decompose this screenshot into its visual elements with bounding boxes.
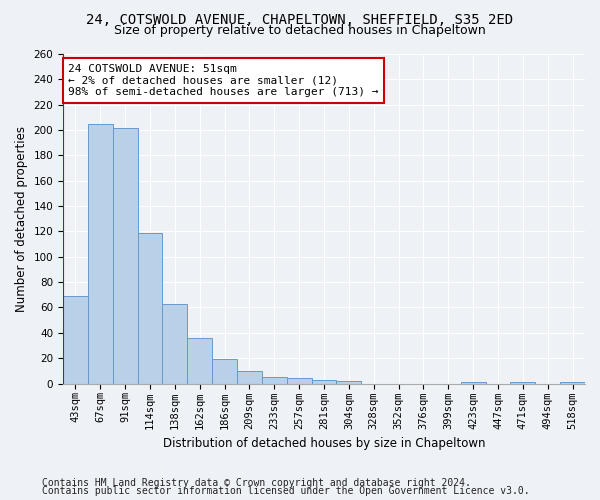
Y-axis label: Number of detached properties: Number of detached properties <box>15 126 28 312</box>
Bar <box>212 360 237 384</box>
Bar <box>337 381 361 384</box>
Text: 24 COTSWOLD AVENUE: 51sqm
← 2% of detached houses are smaller (12)
98% of semi-d: 24 COTSWOLD AVENUE: 51sqm ← 2% of detach… <box>68 64 379 97</box>
Bar <box>163 304 187 384</box>
Bar <box>287 378 311 384</box>
Text: Contains public sector information licensed under the Open Government Licence v3: Contains public sector information licen… <box>42 486 530 496</box>
X-axis label: Distribution of detached houses by size in Chapeltown: Distribution of detached houses by size … <box>163 437 485 450</box>
Bar <box>113 128 137 384</box>
Bar <box>560 382 585 384</box>
Bar <box>88 124 113 384</box>
Bar <box>63 296 88 384</box>
Bar <box>187 338 212 384</box>
Text: 24, COTSWOLD AVENUE, CHAPELTOWN, SHEFFIELD, S35 2ED: 24, COTSWOLD AVENUE, CHAPELTOWN, SHEFFIE… <box>86 12 514 26</box>
Bar <box>262 377 287 384</box>
Bar <box>237 371 262 384</box>
Bar <box>461 382 485 384</box>
Bar <box>311 380 337 384</box>
Text: Contains HM Land Registry data © Crown copyright and database right 2024.: Contains HM Land Registry data © Crown c… <box>42 478 471 488</box>
Text: Size of property relative to detached houses in Chapeltown: Size of property relative to detached ho… <box>114 24 486 37</box>
Bar <box>511 382 535 384</box>
Bar <box>137 232 163 384</box>
